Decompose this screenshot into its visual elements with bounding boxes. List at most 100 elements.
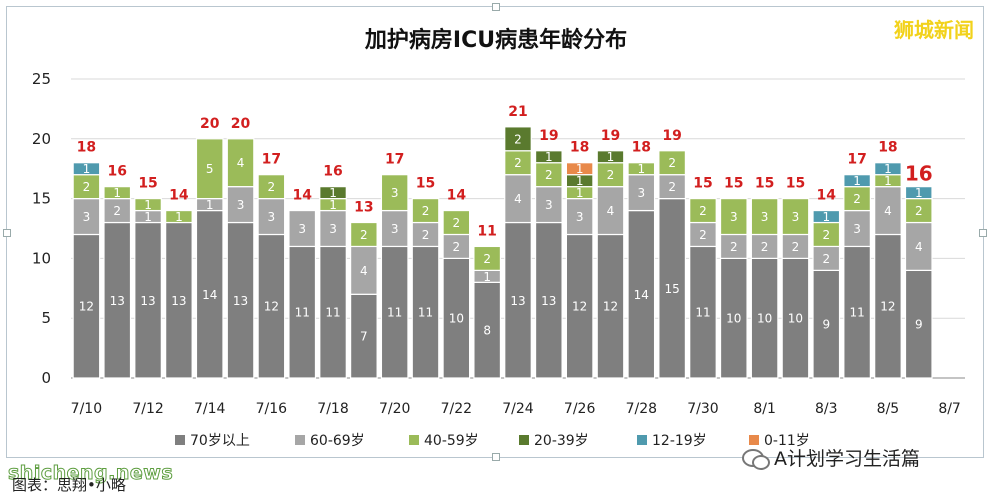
total-label: 19 [601,128,620,144]
bar-segment [812,209,841,224]
x-tick-label: 7/16 [256,401,288,417]
segment-label: 1 [607,150,615,164]
segment-label: 13 [510,294,525,308]
bar-segment [565,162,594,176]
bar-segment [719,198,748,236]
bar-segment [257,233,286,379]
segment-label: 4 [607,204,615,218]
bar-segment [596,186,625,236]
segment-label: 13 [541,294,556,308]
segment-label: 2 [453,240,461,254]
x-tick-label: 8/1 [753,401,776,417]
bar-segment [627,209,656,379]
bar-segment [380,209,409,248]
bar-segment [165,221,193,379]
segment-label: 11 [695,306,710,320]
total-label: 14 [447,188,467,204]
segment-label: 10 [726,312,741,326]
segment-label: 2 [668,180,676,194]
legend-label: 60-69岁 [310,433,365,449]
bar-segment [350,221,378,248]
segment-label: 13 [233,294,248,308]
segment-label: 3 [237,198,245,212]
total-label: 14 [169,188,189,204]
total-label: 15 [693,176,712,192]
segment-label: 2 [668,156,676,170]
segment-label: 1 [113,186,121,200]
bar-segment [134,221,162,379]
segment-label: 4 [237,156,245,170]
segment-label: 12 [603,300,618,314]
bar-segment [596,150,625,164]
segment-label: 1 [545,150,553,164]
bar-segment [350,245,378,295]
brand-logo: 狮城新闻 [894,18,974,42]
resize-handle-right[interactable] [979,229,987,237]
total-label: 18 [632,140,651,156]
total-label: 16 [107,164,126,180]
bar-segment [257,198,286,236]
bar-segment [319,245,347,379]
total-label: 19 [662,128,681,144]
legend-label: 20-39岁 [534,433,589,449]
segment-label: 2 [761,240,769,254]
resize-handle-left[interactable] [3,229,11,237]
segment-label: 1 [576,162,584,176]
x-tick-label: 7/22 [441,401,472,417]
legend: 70岁以上 60-69岁 40-59岁 20-39岁 12-19岁 0-11岁 [175,433,810,449]
segment-label: 12 [880,300,895,314]
segment-label: 9 [915,318,923,332]
segment-label: 3 [298,222,306,236]
x-tick-label: 7/26 [564,401,596,417]
segment-label: 7 [360,330,368,344]
bar-segment [534,186,563,224]
segment-label: 13 [140,294,155,308]
bar-segment [565,233,594,379]
legend-item: 20-39岁 [519,433,589,449]
y-tick-label: 15 [32,190,51,208]
segment-label: 4 [360,264,368,278]
total-label: 20 [200,116,220,132]
x-tick-label: 7/12 [132,401,163,417]
segment-label: 2 [699,204,707,218]
total-label: 13 [354,200,373,216]
resize-handle-top[interactable] [492,3,500,11]
legend-swatch [637,435,647,445]
segment-label: 13 [171,294,186,308]
total-label: 17 [385,152,404,168]
segment-label: 2 [514,156,522,170]
segment-label: 3 [83,210,91,224]
segment-label: 15 [664,282,679,296]
x-tick-label: 7/28 [626,401,657,417]
legend-label: 40-59岁 [424,433,479,449]
segment-label: 10 [788,312,803,326]
segment-label: 13 [110,294,125,308]
legend-label: 70岁以上 [190,433,250,449]
total-label: 15 [755,176,774,192]
segment-label: 1 [144,198,152,212]
segment-label: 2 [514,132,522,146]
total-label: 18 [570,140,589,156]
segment-label: 1 [853,174,861,188]
segment-label: 1 [822,210,830,224]
bar-segment [627,174,656,212]
bar-segment [103,186,132,200]
segment-label: 1 [175,210,183,224]
legend-item: 12-19岁 [637,433,707,449]
segment-label: 12 [264,300,279,314]
resize-handle-bottom[interactable] [492,453,500,461]
segment-label: 2 [607,168,615,182]
y-tick-label: 0 [41,369,51,387]
segment-label: 11 [418,306,433,320]
y-tick-label: 20 [32,130,51,148]
bar-segment [781,198,810,236]
bar-segment [658,150,686,176]
bar-segment [134,198,162,212]
segment-label: 12 [79,300,94,314]
segment-label: 1 [915,186,923,200]
total-label: 14 [817,188,837,204]
segment-label: 4 [514,192,522,206]
x-tick-label: 8/3 [815,401,838,417]
bar-segment [319,209,347,248]
total-label: 15 [138,176,157,192]
